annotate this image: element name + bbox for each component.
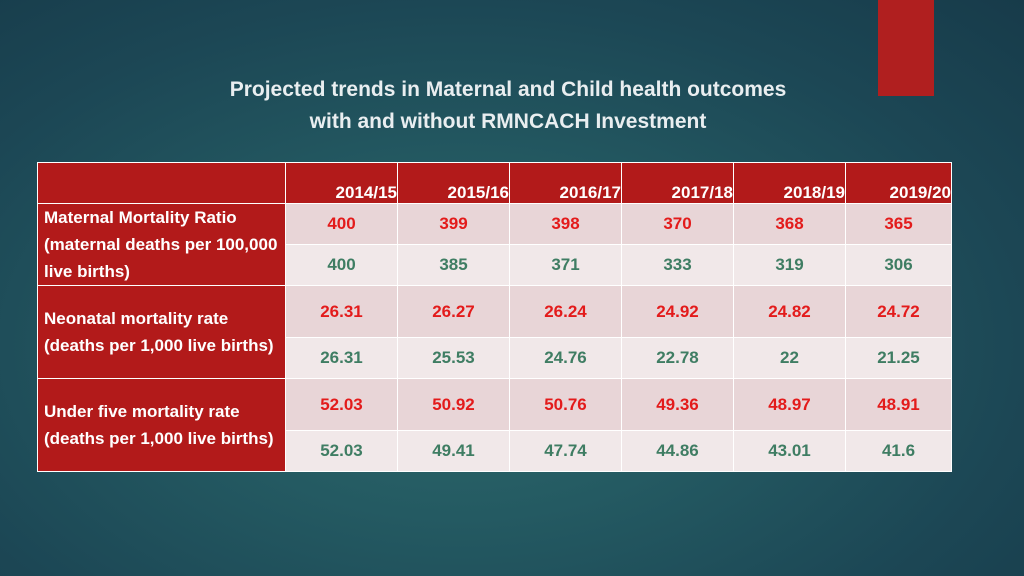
- slide-title-line-1: Projected trends in Maternal and Child h…: [229, 78, 787, 101]
- value-cell: 47.74: [509, 430, 622, 472]
- year-header: 2016/17: [509, 162, 622, 204]
- header-corner: [37, 162, 286, 204]
- value-cell: 50.92: [397, 378, 510, 431]
- value-cell: 319: [733, 244, 846, 286]
- value-cell: 24.76: [509, 337, 622, 379]
- year-header: 2014/15: [285, 162, 398, 204]
- value-cell: 400: [285, 244, 398, 286]
- outcomes-table: 2014/15 2015/16 2016/17 2017/18 2018/19 …: [37, 162, 952, 472]
- value-cell: 399: [397, 203, 510, 245]
- value-cell: 25.53: [397, 337, 510, 379]
- value-cell: 24.92: [621, 285, 734, 338]
- value-cell: 306: [845, 244, 952, 286]
- year-header: 2017/18: [621, 162, 734, 204]
- value-cell: 48.97: [733, 378, 846, 431]
- value-cell: 48.91: [845, 378, 952, 431]
- value-cell: 398: [509, 203, 622, 245]
- value-cell: 44.86: [621, 430, 734, 472]
- table-row-u5mr-with-investment: Under five mortality rate (deaths per 1,…: [37, 378, 952, 472]
- year-header: 2015/16: [397, 162, 510, 204]
- value-cell: 50.76: [509, 378, 622, 431]
- table-row-nmr-without-investment: 26.31 25.53 24.76 22.78 22 21.25: [38, 337, 952, 379]
- row-label-maternal-mortality: Maternal Mortality Ratio (maternal death…: [37, 203, 286, 286]
- value-cell: 26.31: [285, 285, 398, 338]
- value-cell: 49.41: [397, 430, 510, 472]
- value-cell: 52.03: [285, 430, 398, 472]
- year-header-row: 2014/15 2015/16 2016/17 2017/18 2018/19 …: [37, 162, 952, 204]
- value-cell: 22: [733, 337, 846, 379]
- value-cell: 52.03: [285, 378, 398, 431]
- value-cell: 333: [621, 244, 734, 286]
- table-row-u5mr-without-investment: 52.03 49.41 47.74 44.86 43.01 41.6: [38, 430, 952, 472]
- value-cell: 26.24: [509, 285, 622, 338]
- value-cell: 41.6: [845, 430, 952, 472]
- slide-title: Projected trends in Maternal and Child h…: [150, 74, 866, 138]
- value-cell: 24.82: [733, 285, 846, 338]
- table-row-mmr-with-investment: Maternal Mortality Ratio (maternal death…: [37, 203, 952, 286]
- value-cell: 365: [845, 203, 952, 245]
- row-label-neonatal-mortality: Neonatal mortality rate (deaths per 1,00…: [37, 285, 286, 379]
- value-cell: 26.31: [285, 337, 398, 379]
- value-cell: 26.27: [397, 285, 510, 338]
- value-cell: 43.01: [733, 430, 846, 472]
- table-row-mmr-without-investment: 400 385 371 333 319 306: [38, 244, 952, 286]
- value-cell: 368: [733, 203, 846, 245]
- row-label-under-five-mortality: Under five mortality rate (deaths per 1,…: [37, 378, 286, 472]
- value-cell: 400: [285, 203, 398, 245]
- value-cell: 22.78: [621, 337, 734, 379]
- red-accent-bar: [878, 0, 934, 96]
- year-header: 2019/20: [845, 162, 952, 204]
- value-cell: 49.36: [621, 378, 734, 431]
- table-row-nmr-with-investment: Neonatal mortality rate (deaths per 1,00…: [37, 285, 952, 379]
- year-header: 2018/19: [733, 162, 846, 204]
- value-cell: 370: [621, 203, 734, 245]
- value-cell: 385: [397, 244, 510, 286]
- value-cell: 24.72: [845, 285, 952, 338]
- value-cell: 371: [509, 244, 622, 286]
- value-cell: 21.25: [845, 337, 952, 379]
- slide-title-line-2: with and without RMNCACH Investment: [309, 110, 707, 133]
